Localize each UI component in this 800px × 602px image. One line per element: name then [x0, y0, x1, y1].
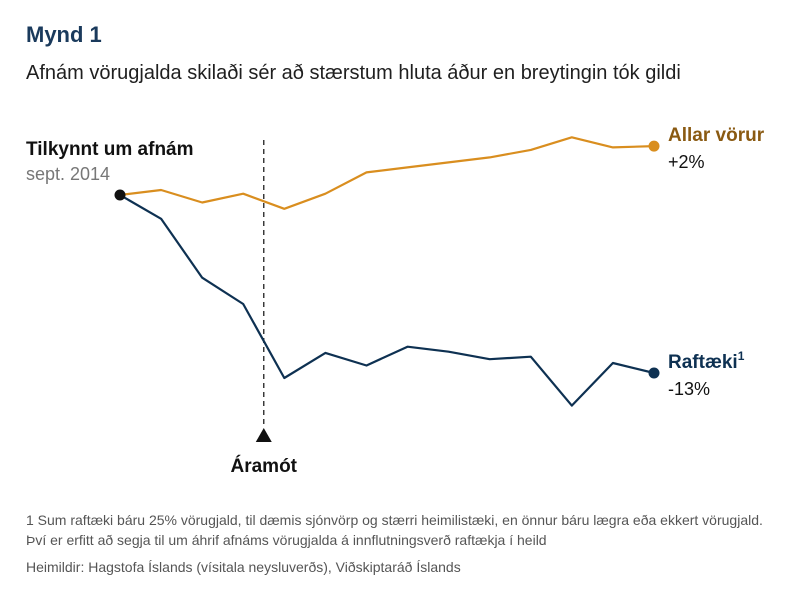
- footnote-marker: 1: [738, 349, 745, 363]
- end-point-raftaeki: [648, 367, 660, 379]
- start-date: sept. 2014: [26, 164, 110, 184]
- end-point-allar-vorur: [648, 140, 660, 152]
- series-name-raftaeki: Raftæki1: [668, 349, 745, 373]
- footnote: 1 Sum raftæki báru 25% vörugjald, til dæ…: [26, 512, 763, 548]
- line-chart: Áramót Tilkynnt um afnám sept. 2014 Alla…: [26, 125, 765, 477]
- figure-label: Mynd 1: [26, 22, 102, 47]
- series-name-text: Raftæki: [668, 352, 738, 373]
- series-line-allar-vorur: [119, 136, 655, 210]
- start-label: Tilkynnt um afnám: [26, 139, 194, 160]
- event-arrow-icon: [255, 428, 272, 442]
- series-name-allar-vorur: Allar vörur: [668, 125, 765, 146]
- chart-title: Afnám vörugjalda skilaði sér að stærstum…: [26, 62, 681, 84]
- series-line-raftaeki: [119, 194, 655, 407]
- start-point: [114, 189, 126, 201]
- event-label: Áramót: [231, 455, 298, 477]
- source-note: Heimildir: Hagstofa Íslands (vísitala ne…: [26, 559, 461, 575]
- series-end-value-raftaeki: -13%: [668, 379, 710, 399]
- series-end-value-allar-vorur: +2%: [668, 152, 705, 172]
